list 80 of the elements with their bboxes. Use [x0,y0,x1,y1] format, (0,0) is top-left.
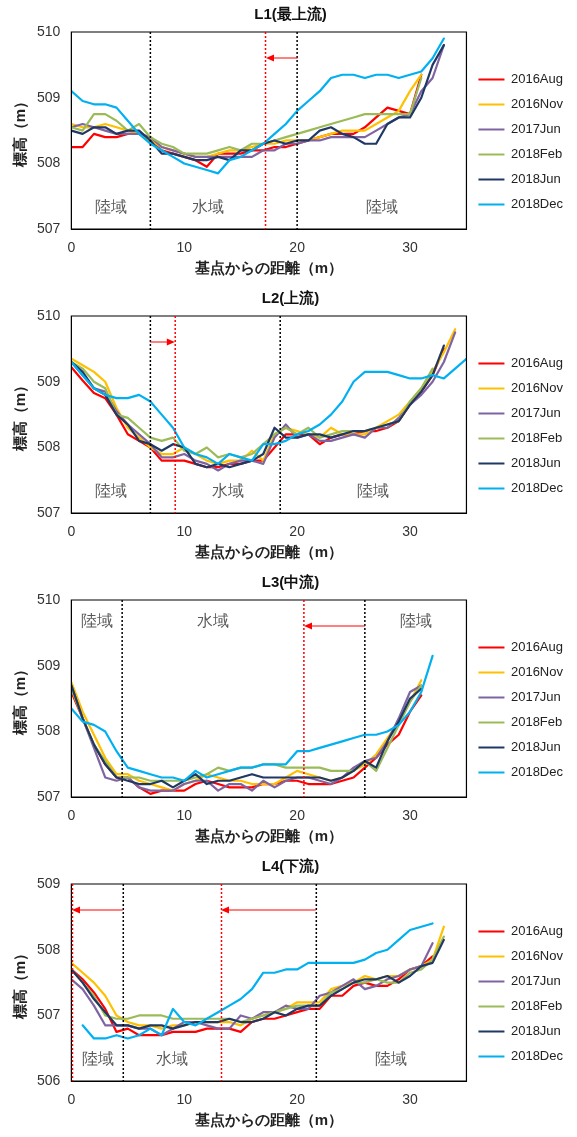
y-tick-label: 509 [37,88,61,105]
annotation: 水域 [156,1049,189,1067]
x-tick-label: 20 [289,239,306,256]
legend-label: 2016Nov [510,380,564,396]
x-tick-label: 10 [176,523,193,540]
legend-label: 2018Dec [510,1048,564,1064]
annotation: 水域 [211,481,244,499]
y-tick-label: 510 [37,306,61,323]
legend-label: 2018Jun [510,1023,561,1039]
legend-label: 2018Dec [510,480,564,496]
legend-label: 2018Feb [510,714,563,730]
legend-label: 2018Jun [510,171,561,187]
y-axis-title: 標高（m） [11,945,29,1021]
y-axis-title: 標高（m） [11,377,29,453]
x-tick-label: 30 [402,807,418,824]
legend-label: 2018Dec [510,196,564,212]
annotation: 陸域 [375,1049,408,1067]
x-tick-label: 30 [402,523,418,540]
legend-label: 2017Jun [510,405,561,421]
y-axis-title: 標高（m） [11,661,29,737]
legend-label: 2018Feb [510,146,563,162]
x-tick-label: 20 [289,1091,306,1108]
chart-title: L1(最上流) [254,5,327,23]
x-tick-label: 20 [289,807,306,824]
legend-label: 2018Dec [510,764,564,780]
x-tick-label: 10 [176,1091,193,1108]
annotation: 陸域 [357,481,390,499]
legend-label: 2016Aug [510,71,564,87]
chart-title: L2(上流) [261,289,320,307]
legend-label: 2018Jun [510,455,561,471]
x-tick-label: 0 [67,239,76,256]
legend-label: 2016Aug [510,923,564,939]
legend-label: 2018Jun [510,739,561,755]
annotation: 陸域 [399,612,432,630]
y-tick-label: 509 [37,874,61,891]
x-axis-title: 基点からの距離（m） [193,259,344,277]
annotation: 水域 [191,197,224,215]
y-tick-label: 507 [37,1006,61,1023]
y-tick-label: 507 [37,788,61,805]
y-tick-label: 507 [37,220,61,237]
chart-title: L4(下流) [261,857,320,875]
x-tick-label: 0 [67,807,76,824]
y-tick-label: 510 [37,590,61,607]
y-tick-label: 506 [37,1072,61,1089]
legend-label: 2017Jun [510,121,561,137]
y-axis-title: 標高（m） [11,93,29,169]
annotation: 陸域 [365,197,398,215]
annotation: 陸域 [81,1049,114,1067]
legend-label: 2016Nov [510,96,564,112]
x-axis-title: 基点からの距離（m） [193,543,344,561]
legend-label: 2018Feb [510,998,563,1014]
legend-label: 2017Jun [510,973,561,989]
legend-label: 2016Aug [510,639,564,655]
y-tick-label: 508 [37,438,61,455]
chart-title: L3(中流) [261,573,320,591]
annotation: 水域 [197,612,230,630]
y-tick-label: 508 [37,940,61,957]
x-tick-label: 10 [176,807,193,824]
y-tick-label: 508 [37,154,61,171]
y-tick-label: 510 [37,22,61,39]
y-tick-label: 509 [37,656,61,673]
x-tick-label: 0 [67,1091,76,1108]
x-tick-label: 20 [289,523,306,540]
legend-label: 2017Jun [510,689,561,705]
x-tick-label: 10 [176,239,193,256]
annotation: 陸域 [94,481,127,499]
annotation: 陸域 [94,197,127,215]
legend-label: 2016Aug [510,355,564,371]
annotation: 陸域 [80,612,113,630]
x-tick-label: 30 [402,1091,418,1108]
x-axis-title: 基点からの距離（m） [193,1111,344,1129]
legend-label: 2016Nov [510,664,564,680]
y-tick-label: 509 [37,372,61,389]
x-axis-title: 基点からの距離（m） [193,827,344,845]
y-tick-label: 507 [37,504,61,521]
y-tick-label: 508 [37,722,61,739]
legend-label: 2018Feb [510,430,563,446]
x-tick-label: 0 [67,523,76,540]
x-tick-label: 30 [402,239,418,256]
legend-label: 2016Nov [510,948,564,964]
